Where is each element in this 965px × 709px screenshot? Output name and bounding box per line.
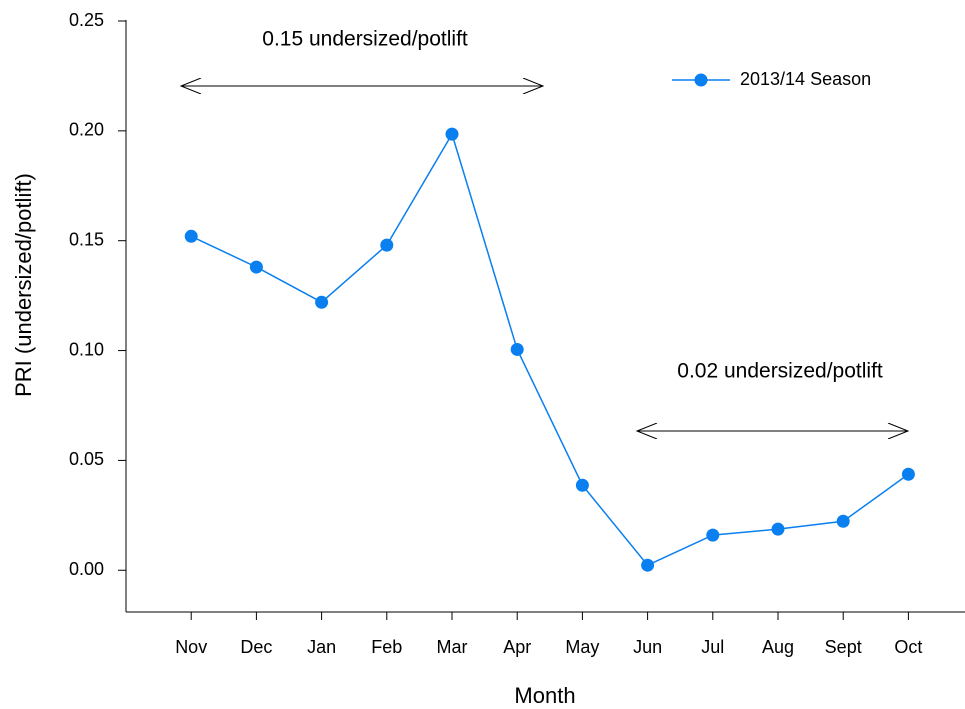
x-tick-label: Nov <box>175 637 207 657</box>
x-tick-label: Feb <box>371 637 402 657</box>
point <box>249 260 263 274</box>
point <box>575 478 589 492</box>
x-axis-title: Month <box>514 683 575 708</box>
x-tick-label: Aug <box>762 637 794 657</box>
x-tick-label: Mar <box>437 637 468 657</box>
x-tick-label: Jun <box>633 637 662 657</box>
point <box>510 342 524 356</box>
y-tick-label: 0.20 <box>69 120 104 140</box>
y-tick-label: 0.15 <box>69 229 104 249</box>
x-tick-label: Jan <box>307 637 336 657</box>
annotation: 0.15 undersized/potlift <box>262 28 468 51</box>
y-tick-label: 0.05 <box>69 449 104 469</box>
point <box>184 229 198 243</box>
y-tick-label: 0.10 <box>69 339 104 359</box>
point <box>706 528 720 542</box>
y-tick-label: 0.25 <box>69 10 104 30</box>
annotation: 0.02 undersized/potlift <box>677 360 883 383</box>
x-tick-label: Dec <box>240 637 272 657</box>
point <box>771 522 785 536</box>
legend-marker <box>694 73 708 87</box>
point <box>901 467 915 481</box>
point <box>445 127 459 141</box>
x-tick-label: Sept <box>825 637 862 657</box>
x-tick-label: May <box>565 637 599 657</box>
x-tick-label: Oct <box>894 637 922 657</box>
point <box>380 238 394 252</box>
point <box>641 558 655 572</box>
legend-label: 2013/14 Season <box>740 69 871 89</box>
series-line <box>190 132 909 567</box>
y-tick-label: 0.00 <box>69 559 104 579</box>
x-tick-label: Jul <box>701 637 724 657</box>
point <box>836 514 850 528</box>
x-tick-label: Apr <box>503 637 531 657</box>
point <box>315 295 329 309</box>
y-axis-title: PRI (undersized/potlift) <box>11 173 36 397</box>
